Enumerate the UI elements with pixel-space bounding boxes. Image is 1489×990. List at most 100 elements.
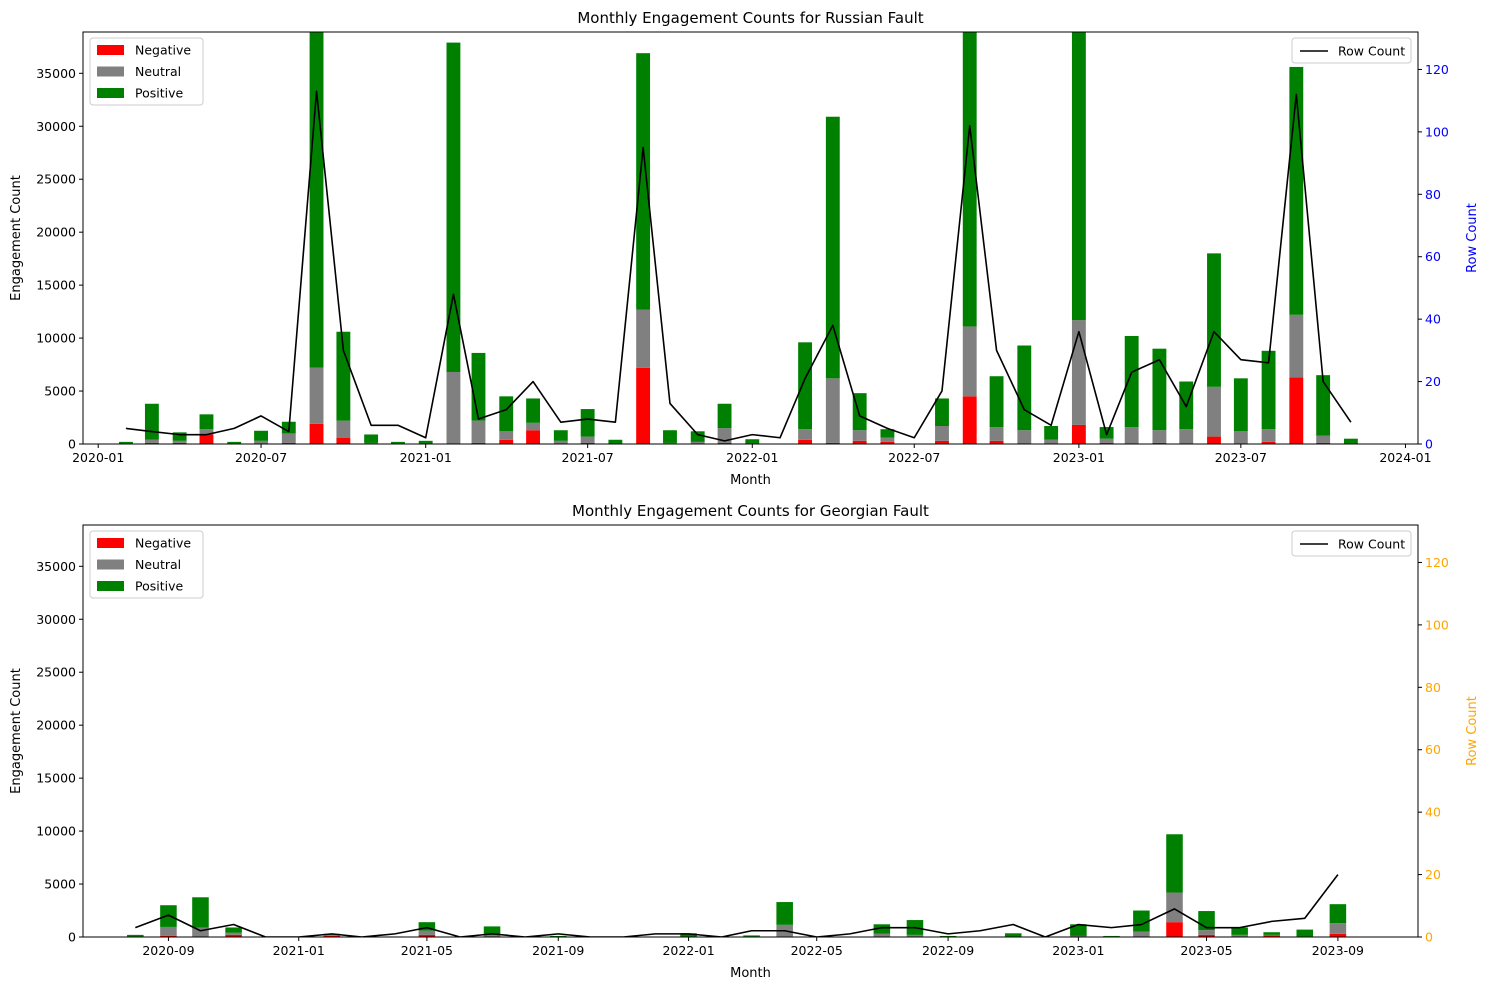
plot-area [119, 32, 1358, 444]
bar-neutral [418, 930, 436, 935]
bar-positive [690, 431, 705, 442]
y2-tick-label: 80 [1425, 187, 1441, 202]
bar-positive [798, 342, 813, 430]
legend-label: Positive [135, 579, 183, 594]
y2-tick-label: 60 [1425, 249, 1441, 264]
y-tick-label: 30000 [36, 612, 76, 627]
x-tick-label: 2023-07 [1215, 450, 1267, 465]
bar-neutral [962, 326, 977, 397]
legend-swatch [97, 538, 124, 548]
bar-positive [254, 430, 268, 441]
bar-neutral [225, 932, 242, 935]
bar-neutral [172, 440, 187, 443]
bar-neutral [1316, 435, 1331, 443]
y2-tick-label: 40 [1425, 312, 1441, 327]
legend-label: Neutral [135, 557, 181, 572]
bar-negative [880, 441, 895, 444]
bar-positive [745, 439, 760, 444]
y-tick-label: 35000 [36, 559, 76, 574]
bar-negative [580, 442, 595, 444]
bar-neutral [690, 441, 705, 444]
legend-swatch [97, 45, 124, 55]
y-tick-label: 10000 [36, 824, 76, 839]
bar-negative [1329, 933, 1347, 937]
x-tick-label: 2021-09 [532, 943, 584, 958]
bar-neutral [1263, 934, 1280, 936]
y2-tick-label: 20 [1425, 867, 1441, 882]
legend-swatch [97, 66, 124, 77]
bar-positive [636, 53, 651, 310]
y2-tick-label: 40 [1425, 805, 1441, 820]
bar-negative [336, 437, 351, 444]
bar-positive [192, 897, 209, 928]
y-tick-label: 30000 [36, 119, 76, 134]
bar-negative [323, 935, 341, 937]
bar-positive [825, 116, 840, 379]
bar-neutral [1261, 429, 1276, 442]
bar-neutral [1071, 320, 1086, 425]
bar-positive [526, 398, 541, 423]
y2-axis-label: Row Count [1465, 203, 1480, 273]
bar-neutral [499, 431, 514, 440]
bar-positive [1152, 348, 1167, 431]
legend-right: Row Count [1291, 37, 1412, 64]
bar-neutral [1231, 934, 1248, 937]
x-tick-label: 2022-01 [662, 943, 714, 958]
bar-positive [935, 398, 949, 426]
bar-positive [227, 441, 242, 444]
legend-label: Row Count [1338, 537, 1405, 552]
bar-negative [172, 442, 187, 444]
bar-positive [1316, 375, 1331, 436]
bar-neutral [1099, 438, 1114, 443]
y2-tick-label: 120 [1425, 555, 1449, 570]
row-count-line [135, 874, 1339, 937]
bar-neutral [1198, 930, 1215, 935]
bar-neutral [1017, 430, 1032, 444]
bar-neutral [935, 425, 949, 441]
bar-positive [364, 434, 379, 443]
bar-positive [1133, 910, 1150, 932]
y2-tick-label: 80 [1425, 680, 1441, 695]
x-tick-label: 2022-05 [791, 943, 843, 958]
bar-positive [499, 396, 514, 432]
bar-neutral [663, 442, 677, 444]
y-axis-label: Engagement Count [9, 175, 24, 301]
bar-positive [471, 352, 486, 421]
bar-negative [962, 396, 977, 444]
bar-positive [880, 429, 895, 438]
bar-negative [825, 442, 840, 444]
bar-positive [1124, 335, 1139, 428]
x-tick-label: 2021-07 [562, 450, 614, 465]
legend-label: Row Count [1338, 44, 1405, 59]
bar-positive [549, 935, 567, 937]
bar-neutral [192, 927, 209, 937]
bar-positive [1004, 933, 1022, 937]
bar-negative [418, 934, 436, 937]
bar-neutral [364, 442, 379, 444]
chart-panel-2: 2020-09 2021-01 2021-05 2021-09 2022-01 2022-… [9, 502, 1480, 981]
bar-neutral [580, 436, 595, 443]
y2-axis-label: Row Count [1465, 696, 1480, 766]
legend-swatch [97, 581, 124, 591]
bar-positive [1296, 929, 1314, 937]
bar-positive [160, 905, 177, 927]
bar-negative [199, 434, 214, 444]
legend-left: Negative Neutral Positive [89, 530, 204, 599]
bar-neutral [717, 428, 732, 443]
bar-positive [483, 926, 501, 935]
legend-label: Positive [135, 86, 183, 101]
y-tick-label: 0 [68, 437, 76, 452]
bar-negative [1263, 935, 1280, 937]
bar-positive [309, 32, 324, 368]
bar-neutral [1207, 386, 1221, 437]
bar-positive [580, 409, 595, 437]
bar-negative [935, 440, 949, 444]
bar-positive [1103, 935, 1120, 937]
y-tick-label: 0 [68, 930, 76, 945]
x-axis-label: Month [730, 966, 771, 981]
bar-neutral [309, 367, 324, 424]
bar-positive [1261, 350, 1276, 430]
x-tick-label: 2024-01 [1379, 450, 1431, 465]
x-tick-label: 2022-07 [888, 450, 940, 465]
